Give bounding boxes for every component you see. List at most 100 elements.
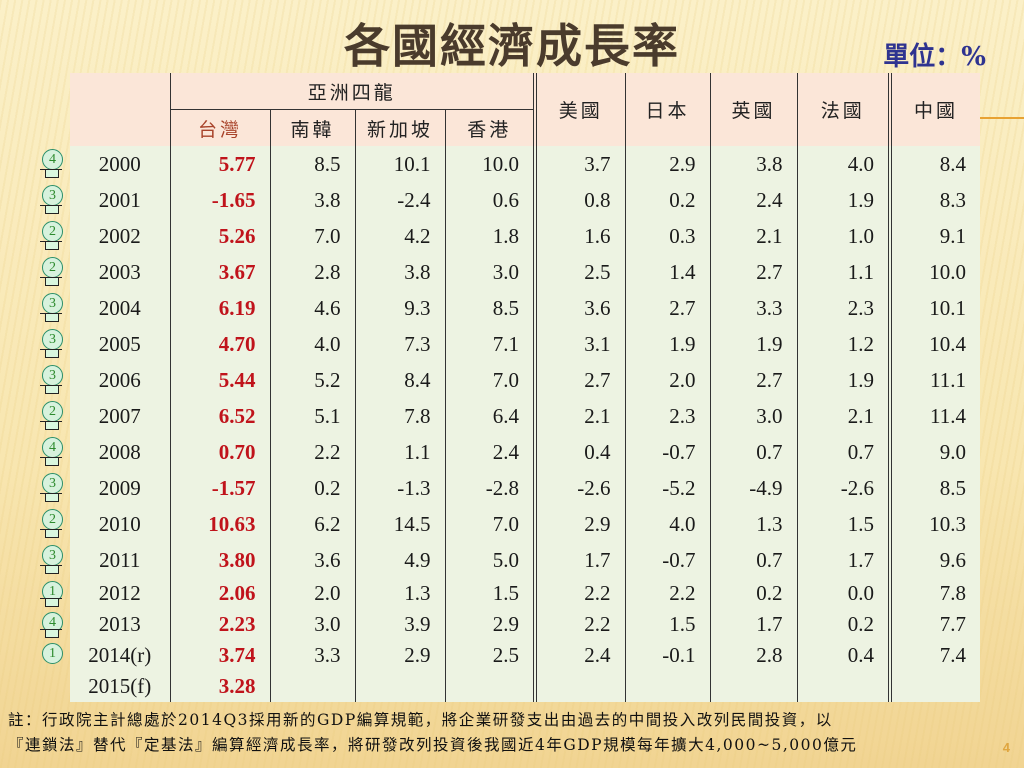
slide-title: 各國經濟成長率	[344, 19, 680, 73]
value-cell-singapore: 1.3	[354, 578, 445, 609]
value-cell-uk: 0.7	[709, 542, 798, 578]
down-arrow-icon	[40, 493, 62, 502]
value-cell-china: 7.4	[888, 640, 981, 671]
value-cell-france: 4.0	[796, 146, 891, 182]
value-cell-singapore: 7.3	[354, 326, 445, 362]
value-cell-france: 0.0	[796, 578, 891, 609]
value-cell-us: 1.6	[533, 218, 626, 254]
value-cell-taiwan: 10.63	[169, 506, 270, 542]
rank-marker: 3	[38, 467, 68, 503]
value-cell-korea: 3.0	[269, 609, 355, 640]
value-cell-uk: 1.9	[709, 326, 798, 362]
year-cell: 2000	[70, 146, 170, 182]
value-cell-china: 10.3	[888, 506, 981, 542]
value-cell-singapore	[354, 671, 445, 702]
value-cell-taiwan: 6.52	[169, 398, 270, 434]
col-header-taiwan: 台灣	[169, 109, 270, 146]
rank-circle-icon: 2	[42, 257, 63, 278]
down-arrow-icon	[40, 205, 62, 214]
value-cell-hongkong: 1.8	[444, 218, 536, 254]
value-cell-taiwan: 5.44	[169, 362, 270, 398]
rank-marker: 1	[38, 637, 68, 673]
value-cell-france: 1.0	[796, 218, 891, 254]
value-cell-us: 2.7	[533, 362, 626, 398]
table-row: 2012 2.06 2.0 1.3 1.5 2.2 2.2 0.2 0.0 7.8	[70, 578, 981, 609]
year-cell: 2003	[70, 254, 170, 290]
table-row: 2011 3.80 3.6 4.9 5.0 1.7 -0.7 0.7 1.7 9.6	[70, 542, 981, 578]
year-cell: 2004	[70, 290, 170, 326]
footnote: 註：行政院主計總處於2014Q3採用新的GDP編算規範，將企業研發支出由過去的中…	[8, 708, 1008, 758]
value-cell-france: 0.4	[796, 640, 891, 671]
value-cell-korea: 8.5	[269, 146, 355, 182]
rank-marker: 4	[38, 143, 68, 179]
value-cell-singapore: -1.3	[354, 470, 445, 506]
rank-marker: 1	[38, 575, 68, 611]
value-cell-hongkong	[444, 671, 536, 702]
value-cell-us: 2.4	[533, 640, 626, 671]
value-cell-uk: 0.2	[709, 578, 798, 609]
rank-marker: 4	[38, 431, 68, 467]
value-cell-uk: -4.9	[709, 470, 798, 506]
col-header-hongkong: 香港	[444, 109, 536, 146]
footnote-line-1: 註：行政院主計總處於2014Q3採用新的GDP編算規範，將企業研發支出由過去的中…	[8, 711, 833, 729]
value-cell-us: 0.8	[533, 182, 626, 218]
value-cell-hongkong: -2.8	[444, 470, 536, 506]
rank-circle-icon: 2	[42, 509, 63, 530]
table-row: 2009 -1.57 0.2 -1.3 -2.8 -2.6 -5.2 -4.9 -2.6 8.5	[70, 470, 981, 506]
value-cell-korea: 5.1	[269, 398, 355, 434]
value-cell-us: 3.1	[533, 326, 626, 362]
rank-circle-icon: 3	[42, 329, 63, 350]
table-row: 2013 2.23 3.0 3.9 2.9 2.2 1.5 1.7 0.2 7.7	[70, 609, 981, 640]
table-row: 2005 4.70 4.0 7.3 7.1 3.1 1.9 1.9 1.2 10.4	[70, 326, 981, 362]
year-cell: 2015(f)	[70, 671, 170, 702]
value-cell-hongkong: 5.0	[444, 542, 536, 578]
value-cell-taiwan: 2.06	[169, 578, 270, 609]
value-cell-france: 2.3	[796, 290, 891, 326]
value-cell-korea: 2.2	[269, 434, 355, 470]
value-cell-china: 8.3	[888, 182, 981, 218]
year-cell: 2008	[70, 434, 170, 470]
col-header-singapore: 新加坡	[354, 109, 445, 146]
value-cell-korea: 5.2	[269, 362, 355, 398]
value-cell-korea: 3.6	[269, 542, 355, 578]
col-header-uk: 英國	[709, 73, 798, 146]
page-number: 4	[1002, 740, 1010, 755]
value-cell-taiwan: 5.26	[169, 218, 270, 254]
value-cell-japan: 2.0	[624, 362, 711, 398]
rank-circle-icon: 4	[42, 149, 63, 170]
value-cell-korea	[269, 671, 355, 702]
down-arrow-icon	[40, 349, 62, 358]
value-cell-us: 2.9	[533, 506, 626, 542]
value-cell-china: 11.4	[888, 398, 981, 434]
year-cell: 2002	[70, 218, 170, 254]
value-cell-singapore: 1.1	[354, 434, 445, 470]
value-cell-uk: 1.7	[709, 609, 798, 640]
value-cell-us: 1.7	[533, 542, 626, 578]
table-row: 2008 0.70 2.2 1.1 2.4 0.4 -0.7 0.7 0.7 9.0	[70, 434, 981, 470]
year-cell: 2006	[70, 362, 170, 398]
value-cell-hongkong: 6.4	[444, 398, 536, 434]
table-row: 2006 5.44 5.2 8.4 7.0 2.7 2.0 2.7 1.9 11.1	[70, 362, 981, 398]
value-cell-japan: -0.1	[624, 640, 711, 671]
value-cell-japan: -0.7	[624, 434, 711, 470]
value-cell-korea: 0.2	[269, 470, 355, 506]
rank-marker: 3	[38, 323, 68, 359]
value-cell-korea: 2.8	[269, 254, 355, 290]
col-header-korea: 南韓	[269, 109, 355, 146]
value-cell-china: 7.7	[888, 609, 981, 640]
value-cell-japan	[624, 671, 711, 702]
table-row: 2010 10.63 6.2 14.5 7.0 2.9 4.0 1.3 1.5 10.3	[70, 506, 981, 542]
value-cell-france: 1.1	[796, 254, 891, 290]
unit-label: 單位：%	[883, 42, 986, 72]
value-cell-singapore: -2.4	[354, 182, 445, 218]
down-arrow-icon	[40, 241, 62, 250]
down-arrow-icon	[40, 385, 62, 394]
down-arrow-icon	[40, 457, 62, 466]
value-cell-china: 10.0	[888, 254, 981, 290]
value-cell-us: 2.2	[533, 578, 626, 609]
value-cell-japan: -5.2	[624, 470, 711, 506]
rank-marker: 2	[38, 215, 68, 251]
value-cell-uk: 3.0	[709, 398, 798, 434]
table-row: 2001 -1.65 3.8 -2.4 0.6 0.8 0.2 2.4 1.9 8.3	[70, 182, 981, 218]
value-cell-us: 2.2	[533, 609, 626, 640]
